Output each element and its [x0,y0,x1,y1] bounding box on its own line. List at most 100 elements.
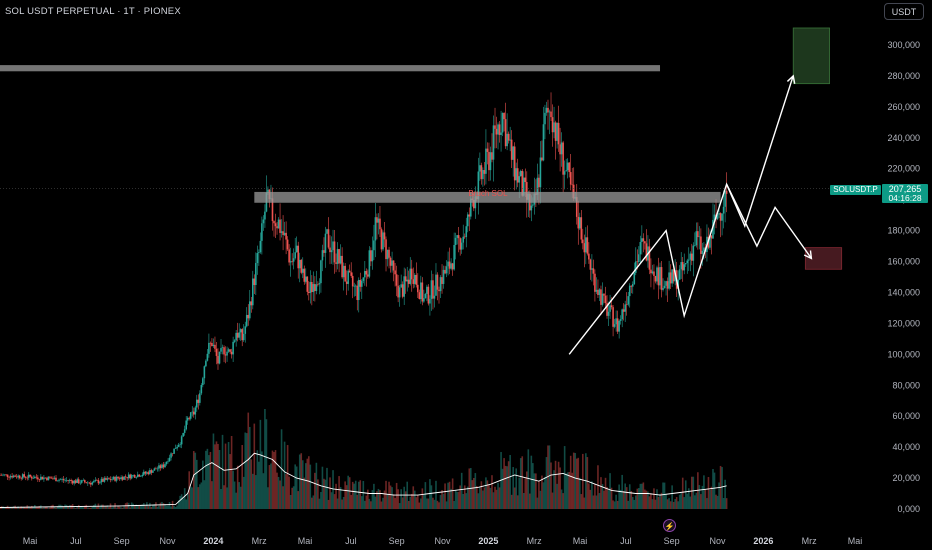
candle-body [188,417,191,419]
volume-bar [451,478,454,509]
volume-bar [657,496,660,509]
candle-body [26,477,29,479]
volume-bar [247,412,250,509]
volume-bar [277,476,280,509]
volume-bar [27,506,30,509]
candle-body [71,480,74,484]
candle-body [722,206,725,214]
projection-arrowhead [803,250,813,260]
x-tick-label: Jul [70,536,82,546]
volume-bar [539,490,542,509]
candle-body [15,476,18,478]
candle-body [108,478,110,480]
volume-bar [618,484,620,509]
candle-body [497,124,499,135]
volume-bar [527,449,530,509]
candle-body [454,237,457,245]
candle-body [46,477,48,481]
volume-bar [79,506,82,509]
candle-body [6,474,9,478]
volume-bar [129,507,131,509]
volume-bar [367,489,369,509]
candle-body [197,399,200,403]
candle-body [500,132,502,135]
drawing-zones[interactable] [0,27,878,270]
candle-body [701,250,704,254]
volume-bar [186,494,189,509]
candle-body [721,213,723,221]
candle-body [126,477,128,479]
candle-body [250,301,253,306]
volume-bar [100,504,103,509]
volume-bar [112,506,115,509]
volume-bar [345,485,348,509]
candle-body [554,122,557,141]
volume-bar [448,481,451,509]
volume-bar [654,499,657,509]
candle-body [29,474,32,477]
candle-body [348,270,351,273]
candle-body [575,197,578,217]
candle-body [65,480,68,481]
y-axis[interactable]: 300,000280,000260,000240,000220,000200,0… [887,40,920,514]
candle-body [598,289,601,295]
projection-drawings[interactable] [568,74,813,355]
volume-bar [522,493,525,509]
candle-body [353,285,356,287]
volume-bar [91,506,94,509]
volume-bar [410,493,413,509]
candle-body [350,272,352,276]
volume-bar [47,508,50,509]
volume-bar [681,477,684,509]
volume-bar [360,496,363,509]
volume-bar [374,496,377,509]
candle-body [521,170,524,196]
candle-body [326,229,328,234]
candle-body [37,477,39,480]
candle-body [238,332,240,338]
volume-bar [495,489,498,509]
volume-bar [466,486,469,509]
candle-body [123,476,125,480]
candle-body [407,279,410,284]
candle-body [55,477,57,482]
candle-body [684,263,687,265]
volume-bar [242,476,245,509]
candle-body [492,125,495,160]
volume-bar [83,505,86,509]
volume-bar [371,490,374,509]
candle-body [280,231,283,233]
lightning-icon[interactable]: ⚡ [663,519,676,532]
volume-bar [329,477,331,509]
candle-body [613,324,616,327]
candle-body [264,211,266,220]
candle-body [482,170,484,180]
y-tick-label: 300,000 [887,40,920,50]
volume-bar [147,506,150,509]
volume-bar [288,476,290,509]
volume-bar [722,498,725,509]
x-axis[interactable]: Mai Jul Sep Nov 2024 Mrz Mai Jul Sep Nov 2025 Mrz Ma… [23,536,863,546]
volume-bar [335,483,337,509]
candle-body [621,309,623,320]
volume-bar [159,502,162,509]
volume-bar [665,493,667,509]
volume-bar [725,498,728,509]
candle-body [153,468,156,471]
volume-bar [276,472,278,509]
volume-bar [41,508,44,509]
candle-body [604,295,607,303]
candle-body [312,284,315,293]
currency-selector-button[interactable]: USDT [884,3,924,20]
candle-body [447,261,449,267]
breakout-resistance-band [254,191,721,203]
volume-bar [3,507,6,509]
candle-body [600,289,602,305]
candle-body [97,480,100,484]
volume-bar [659,493,661,509]
x-tick-label: 2025 [478,536,498,546]
volume-bar [683,497,686,509]
volume-bar [578,477,581,509]
candle-body [277,219,280,229]
